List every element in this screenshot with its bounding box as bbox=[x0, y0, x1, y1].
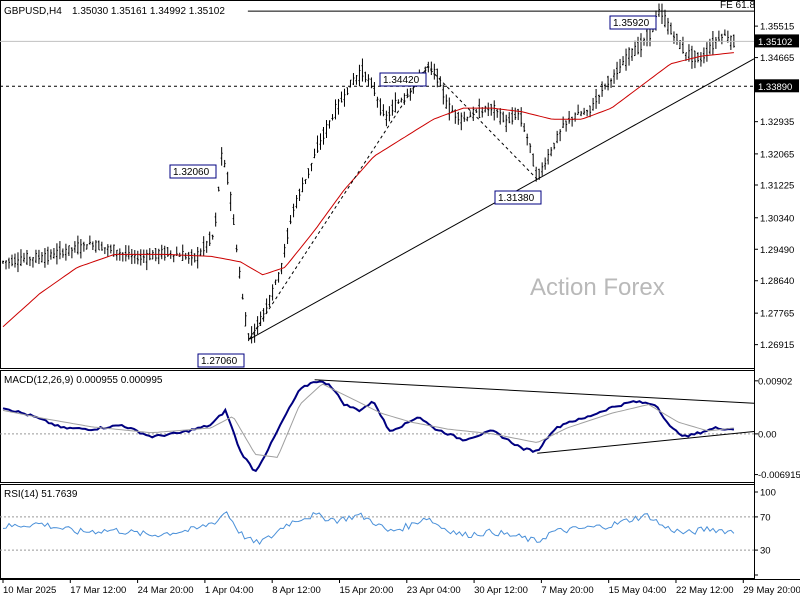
macd-signal-line bbox=[2, 383, 734, 458]
macd-lower-trendline bbox=[537, 431, 755, 454]
annotation-text: 1.35920 bbox=[613, 18, 650, 29]
price-annotation: 1.27060 bbox=[197, 353, 245, 368]
symbol-label: GBPUSD,H4 bbox=[4, 6, 62, 17]
annotation-box bbox=[169, 164, 217, 179]
rsi-tick-label: 70 bbox=[760, 512, 771, 523]
rsi-label: RSI(14) 51.7639 bbox=[4, 489, 78, 500]
price-tick-label: 1.32065 bbox=[760, 149, 794, 160]
macd-label: MACD(12,26,9) 0.000955 0.000995 bbox=[4, 375, 163, 386]
price-tick-label: 1.31225 bbox=[760, 181, 794, 192]
price-annotation: 1.32060 bbox=[169, 164, 217, 179]
annotation-box bbox=[494, 190, 542, 205]
time-tick-label: 10 Mar 2025 bbox=[3, 585, 56, 596]
rsi-series bbox=[0, 511, 754, 551]
time-tick-label: 29 May 20:00 bbox=[743, 585, 800, 596]
ohlc-label: 1.35030 1.35161 1.34992 1.35102 bbox=[72, 6, 225, 17]
price-tick-label: 1.29490 bbox=[760, 245, 794, 256]
macd-axis: 0.00902 0.00 -0.006915 bbox=[754, 376, 800, 481]
time-tick-label: 17 Mar 12:00 bbox=[70, 585, 126, 596]
price-annotation: 1.34420 bbox=[379, 72, 427, 87]
annotation-text: 1.32060 bbox=[173, 167, 210, 178]
macd-tick-label: 0.00902 bbox=[758, 376, 792, 387]
current-price-box bbox=[755, 34, 799, 48]
rsi-tick-label: 30 bbox=[760, 546, 771, 557]
price-tick-label: 1.32935 bbox=[760, 117, 794, 128]
price-tick-label: 1.26915 bbox=[760, 340, 794, 351]
macd-series bbox=[0, 379, 755, 473]
time-tick-label: 8 Apr 12:00 bbox=[272, 585, 321, 596]
annotation-text: 1.34420 bbox=[383, 75, 420, 86]
watermark: Action Forex bbox=[530, 274, 665, 301]
price-annotation: 1.31380 bbox=[494, 190, 542, 205]
annotation-box bbox=[379, 72, 427, 87]
rsi-tick-label: 100 bbox=[760, 488, 776, 499]
macd-main-line bbox=[2, 380, 735, 473]
macd-tick-label: 0.00 bbox=[758, 429, 777, 440]
current-price-label: 1.35102 bbox=[758, 37, 792, 48]
macd-upper-trendline bbox=[314, 379, 755, 404]
price-axis: 1.355151.346651.339701.329351.320651.312… bbox=[0, 22, 799, 351]
annotation-text: 1.27060 bbox=[201, 356, 238, 367]
price-tick-label: 1.34665 bbox=[760, 53, 794, 64]
swing-projection bbox=[248, 65, 538, 340]
annotation-box bbox=[197, 353, 245, 368]
time-tick-label: 30 Apr 12:00 bbox=[474, 585, 528, 596]
price-tick-label: 1.35515 bbox=[760, 22, 794, 33]
price-tick-label: 1.27765 bbox=[760, 309, 794, 320]
rsi-line bbox=[2, 511, 735, 546]
level-price-label: 1.33890 bbox=[758, 82, 792, 93]
annotation-text: 1.31380 bbox=[498, 193, 535, 204]
time-tick-label: 23 Apr 04:00 bbox=[407, 585, 461, 596]
price-annotation: 1.35920 bbox=[609, 15, 657, 30]
moving-average-line bbox=[2, 52, 734, 328]
time-axis: 10 Mar 2025 17 Mar 12:00 24 Mar 20:00 1 Apr… bbox=[2, 579, 800, 596]
rsi-axis: 100 70 30 bbox=[754, 488, 776, 576]
fe-label: FE 61.8 bbox=[720, 0, 755, 11]
time-tick-label: 24 Mar 20:00 bbox=[138, 585, 194, 596]
time-tick-label: 1 Apr 04:00 bbox=[205, 585, 254, 596]
price-tick-label: 1.28640 bbox=[760, 276, 794, 287]
time-tick-label: 7 May 20:00 bbox=[541, 585, 593, 596]
time-tick-label: 22 May 12:00 bbox=[676, 585, 734, 596]
time-tick-label: 15 Apr 20:00 bbox=[339, 585, 393, 596]
price-annotations: 1.35920 1.34420 1.32060 1.31380 1.27060 bbox=[169, 15, 657, 368]
time-tick-label: 15 May 04:00 bbox=[609, 585, 667, 596]
price-tick-label: 1.30340 bbox=[760, 213, 794, 224]
level-price-box bbox=[755, 79, 799, 93]
macd-tick-label: -0.006915 bbox=[758, 470, 800, 481]
annotation-box bbox=[609, 15, 657, 30]
